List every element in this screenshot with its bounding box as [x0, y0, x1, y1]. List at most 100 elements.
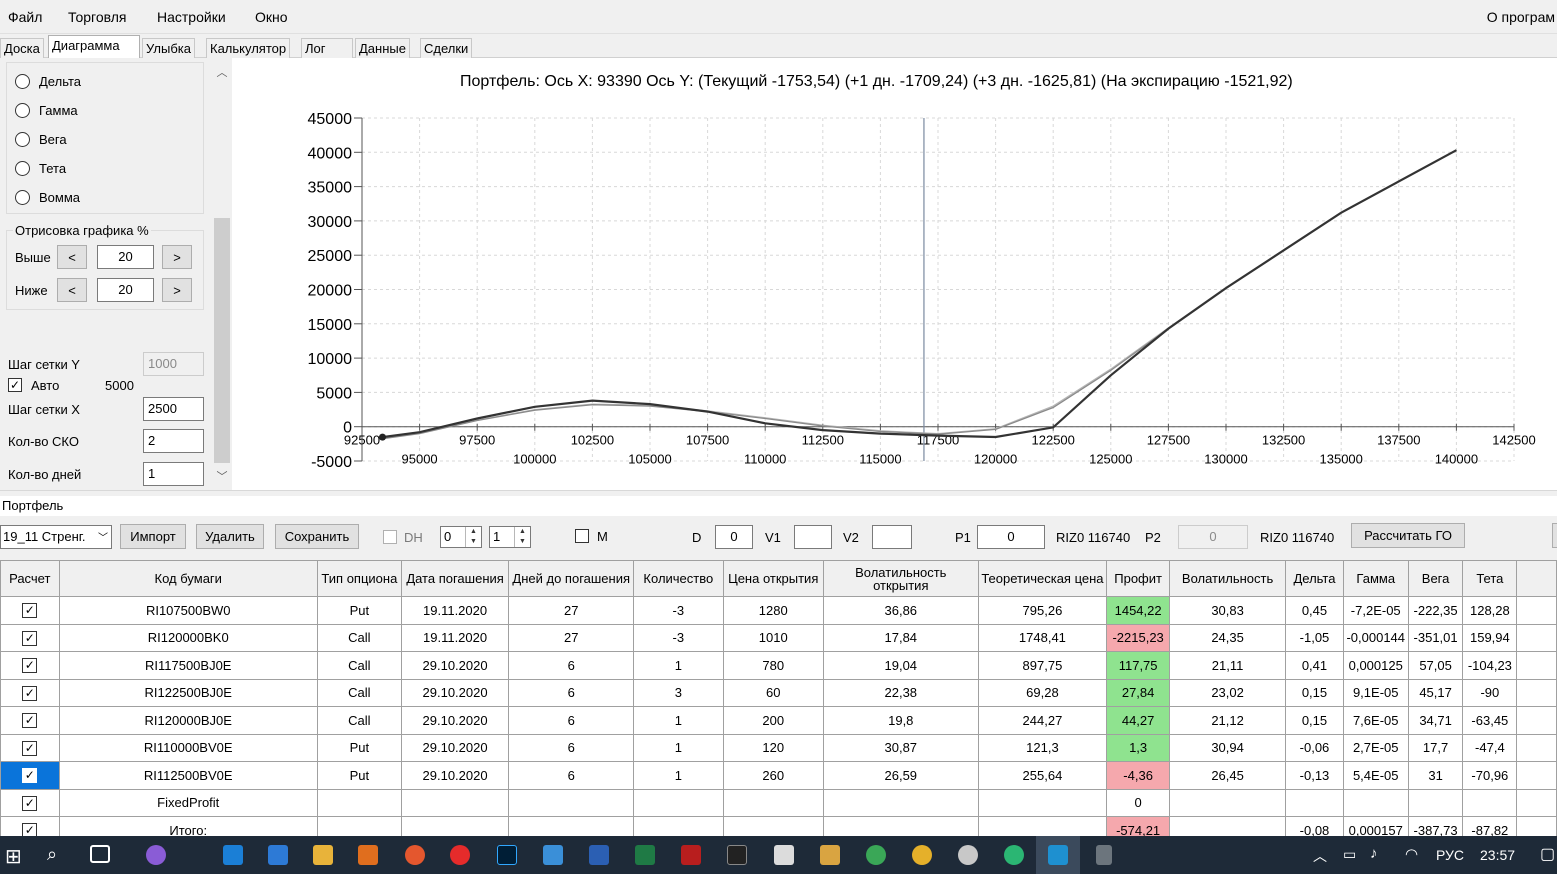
- days-count-field[interactable]: 1: [143, 462, 204, 486]
- sko-count-field[interactable]: 2: [143, 429, 204, 453]
- firefox-icon[interactable]: [405, 845, 425, 865]
- search-icon[interactable]: ⌕: [47, 844, 58, 864]
- calc-checkbox-cell[interactable]: ✓: [0, 761, 60, 790]
- battery-icon[interactable]: ▭: [1343, 846, 1357, 862]
- table-row[interactable]: ✓ FixedProfit 0: [0, 788, 1557, 817]
- above-increase-button[interactable]: >: [162, 245, 192, 269]
- column-header[interactable]: Количество: [633, 560, 724, 597]
- menu-about[interactable]: О програм: [1486, 9, 1555, 25]
- tab-board[interactable]: Доска: [0, 38, 44, 58]
- menu-window[interactable]: Окно: [255, 9, 288, 25]
- app-icon[interactable]: [912, 845, 932, 865]
- windows-start-icon[interactable]: ⊞: [5, 846, 22, 868]
- column-header[interactable]: Тип опциона: [316, 560, 402, 597]
- menu-settings[interactable]: Настройки: [157, 9, 226, 25]
- spin-field-2[interactable]: 1 ▲ ▼: [489, 526, 531, 548]
- m-checkbox[interactable]: [575, 529, 589, 543]
- checkbox-icon[interactable]: ✓: [22, 740, 38, 756]
- calc-checkbox-cell[interactable]: ✓: [0, 706, 60, 735]
- notification-icon[interactable]: ▢: [1540, 846, 1556, 863]
- checkbox-icon[interactable]: ✓: [22, 658, 38, 674]
- table-row[interactable]: ✓ RI112500BV0E Put 29.10.2020 6 1 260 26,59 255,…: [0, 761, 1557, 790]
- checkbox-icon[interactable]: ✓: [22, 630, 38, 646]
- column-header[interactable]: Теоретическая цена: [977, 560, 1108, 597]
- scroll-thumb[interactable]: [214, 218, 230, 463]
- below-value-field[interactable]: 20: [97, 278, 154, 302]
- calc-checkbox-cell[interactable]: ✓: [0, 596, 60, 625]
- radio-gamma[interactable]: Гамма: [15, 100, 78, 120]
- portfolio-select[interactable]: 19_11 Стренг. ﹀: [0, 525, 112, 549]
- scroll-down-icon[interactable]: ﹀: [216, 471, 228, 483]
- radio-vega[interactable]: Вега: [15, 129, 67, 149]
- column-header[interactable]: Дней до погашения: [508, 560, 635, 597]
- filezilla-icon[interactable]: [681, 845, 701, 865]
- checkbox-icon[interactable]: ✓: [22, 713, 38, 729]
- below-increase-button[interactable]: >: [162, 278, 192, 302]
- calc-checkbox-cell[interactable]: ✓: [0, 678, 60, 707]
- column-header[interactable]: Вега: [1407, 560, 1464, 597]
- table-row[interactable]: ✓ RI110000BV0E Put 29.10.2020 6 1 120 30,87 121,…: [0, 733, 1557, 762]
- calculator-icon[interactable]: [1096, 845, 1112, 865]
- alice-icon[interactable]: [146, 845, 166, 865]
- checkbox-icon[interactable]: ✓: [22, 768, 38, 784]
- app-icon[interactable]: [820, 845, 840, 865]
- calc-checkbox-cell[interactable]: ✓: [0, 816, 60, 838]
- tab-diagram[interactable]: Диаграмма: [48, 35, 140, 59]
- edge-icon[interactable]: [223, 845, 243, 865]
- file-explorer-icon[interactable]: [313, 845, 333, 865]
- tab-log[interactable]: Лог: [301, 38, 353, 58]
- calc-checkbox-cell[interactable]: ✓: [0, 623, 60, 652]
- grid-step-x-field[interactable]: 2500: [143, 397, 204, 421]
- options-trader-icon[interactable]: [1048, 845, 1068, 865]
- spin-arrows-icon[interactable]: ▲ ▼: [514, 527, 530, 547]
- toolbar-overflow-button[interactable]: [1552, 523, 1557, 548]
- terminal-icon[interactable]: [727, 845, 747, 865]
- radio-circle-icon[interactable]: [15, 160, 30, 176]
- column-header[interactable]: Дельта: [1285, 560, 1344, 597]
- import-button[interactable]: Импорт: [120, 524, 186, 549]
- table-row[interactable]: ✓ RI120000BJ0E Call 29.10.2020 6 1 200 19,8 244,…: [0, 706, 1557, 735]
- tab-trades[interactable]: Сделки: [420, 38, 473, 58]
- auto-checkbox[interactable]: ✓: [8, 378, 22, 392]
- menu-file[interactable]: Файл: [8, 9, 43, 25]
- column-header[interactable]: Цена открытия: [722, 560, 824, 597]
- column-header[interactable]: Гамма: [1342, 560, 1409, 597]
- table-row[interactable]: ✓ RI107500BW0 Put 19.11.2020 27 -3 1280 36,86 79…: [0, 596, 1557, 625]
- clock[interactable]: 23:57: [1480, 847, 1516, 863]
- table-row[interactable]: ✓ RI120000BK0 Call 19.11.2020 27 -3 1010 17,84 1…: [0, 623, 1557, 652]
- tab-smile[interactable]: Улыбка: [142, 38, 195, 58]
- checkbox-icon[interactable]: ✓: [22, 603, 38, 619]
- radio-vomma[interactable]: Вомма: [15, 187, 80, 207]
- save-button[interactable]: Сохранить: [275, 524, 359, 549]
- spin-field-1[interactable]: 0 ▲ ▼: [440, 526, 482, 548]
- p2-field[interactable]: 0: [1178, 525, 1248, 549]
- column-header[interactable]: Волатильность: [1168, 560, 1287, 597]
- yandex-browser-icon[interactable]: [450, 845, 470, 865]
- spin-arrows-icon[interactable]: ▲ ▼: [465, 527, 481, 547]
- menu-trading[interactable]: Торговля: [68, 9, 127, 25]
- app-icon[interactable]: [1004, 845, 1024, 865]
- dh-checkbox[interactable]: [383, 530, 397, 544]
- calculate-go-button[interactable]: Рассчитать ГО: [1351, 523, 1465, 548]
- calc-checkbox-cell[interactable]: ✓: [0, 733, 60, 762]
- app-icon[interactable]: [774, 845, 794, 865]
- radio-circle-icon[interactable]: [15, 102, 30, 118]
- chrome-icon[interactable]: [866, 845, 886, 865]
- radio-theta[interactable]: Тета: [15, 158, 66, 178]
- p1-field[interactable]: 0: [977, 525, 1045, 549]
- column-header[interactable]: Профит: [1106, 560, 1170, 597]
- excel-icon[interactable]: [635, 845, 655, 865]
- v2-field[interactable]: [872, 525, 912, 549]
- calc-checkbox-cell[interactable]: ✓: [0, 651, 60, 680]
- table-row[interactable]: ✓ Итого: -574,21 -0,08 0,000157 -387,73 -87,82: [0, 816, 1557, 838]
- radio-circle-icon[interactable]: [15, 73, 30, 89]
- above-decrease-button[interactable]: <: [57, 245, 87, 269]
- checkbox-icon[interactable]: ✓: [22, 685, 38, 701]
- calc-checkbox-cell[interactable]: ✓: [0, 788, 60, 817]
- radio-circle-icon[interactable]: [15, 131, 30, 147]
- column-header[interactable]: Расчет: [0, 560, 60, 597]
- panel-splitter[interactable]: [0, 490, 1557, 496]
- delete-button[interactable]: Удалить: [196, 524, 264, 549]
- checkbox-icon[interactable]: ✓: [22, 795, 38, 811]
- below-decrease-button[interactable]: <: [57, 278, 87, 302]
